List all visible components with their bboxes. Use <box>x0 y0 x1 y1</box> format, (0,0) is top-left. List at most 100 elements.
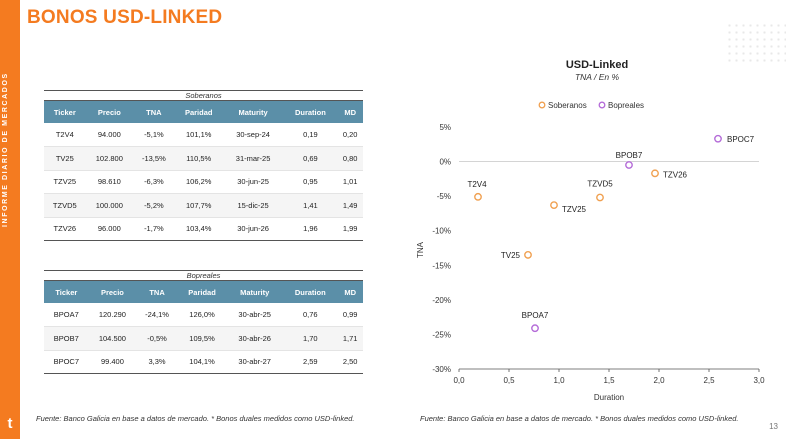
table-cell: 1,71 <box>337 326 363 351</box>
soberanos-table: Soberanos Ticker Precio TNA Paridad Maturity… <box>44 90 363 241</box>
table-cell: 1,41 <box>283 193 338 218</box>
table-cell: -1,7% <box>133 217 175 241</box>
table-cell: 99.400 <box>88 350 137 374</box>
column-header: Maturity <box>226 281 284 303</box>
table-cell: TZV26 <box>44 217 86 241</box>
x-tick-label: 0,0 <box>453 376 465 385</box>
table-cell: 104,1% <box>177 350 227 374</box>
chart-subtitle: TNA / En % <box>575 72 620 82</box>
data-point <box>524 251 532 259</box>
table-cell: 3,3% <box>136 350 178 374</box>
side-bar <box>0 0 20 439</box>
table-row: T2V4 94.000 -5,1% 101,1% 30-sep-24 0,19 0,20 <box>44 123 363 147</box>
brand-logo: t <box>7 415 13 432</box>
side-bar-label: INFORME DIARIO DE MERCADOS <box>2 72 9 228</box>
chart-title: USD-Linked <box>566 59 628 71</box>
point-label: TZV26 <box>663 170 688 179</box>
table-cell: 0,99 <box>337 303 363 327</box>
table-cell: 1,49 <box>337 193 363 218</box>
table-cell: 15-dic-25 <box>222 193 284 218</box>
table-cell: 107,7% <box>174 193 223 218</box>
x-tick-label: 2,5 <box>703 376 715 385</box>
point-label: BPOB7 <box>616 151 643 160</box>
point-label: TZVD5 <box>587 180 613 189</box>
table-cell: BPOB7 <box>44 326 89 351</box>
table-cell: BPOA7 <box>44 303 89 327</box>
table-cell: -5,2% <box>133 193 175 218</box>
chart-legend: Soberanos Bopreales <box>538 101 644 110</box>
table-cell: BPOC7 <box>44 350 89 374</box>
table-cell: -5,1% <box>133 123 175 147</box>
table-cell: 109,5% <box>177 326 227 351</box>
data-point <box>531 324 539 333</box>
table-cell: 100.000 <box>85 193 134 218</box>
table-cell: 103,4% <box>174 217 223 241</box>
footnote-chart: Fuente: Banco Galicia en base a datos de… <box>420 414 739 423</box>
table-cell: 94.000 <box>85 123 134 147</box>
y-tick-label: -10% <box>432 227 451 236</box>
table-cell: 2,59 <box>283 350 338 374</box>
column-header: Ticker <box>44 281 89 303</box>
x-tick-label: 2,0 <box>653 376 665 385</box>
table-cell: 30-jun-26 <box>222 217 284 241</box>
table-row: TZVD5 100.000 -5,2% 107,7% 15-dic-25 1,41 1,49 <box>44 193 363 218</box>
table-cell: 1,70 <box>283 326 338 351</box>
table-cell: 101,1% <box>174 123 223 147</box>
y-tick-label: -25% <box>432 330 451 339</box>
point-label: TZV25 <box>562 205 587 214</box>
table-cell: 104.500 <box>88 326 137 351</box>
plot-area: 5% 0% -5% -10% -15% -20% -25% -30%0,0 0,5 1,0 1,5 2… <box>432 123 765 385</box>
x-tick-label: 3,0 <box>753 376 765 385</box>
table-cell: 120.290 <box>88 303 137 327</box>
table-cell: -0,5% <box>136 326 178 351</box>
column-header: Maturity <box>222 101 284 123</box>
table-cell: TV25 <box>44 146 86 171</box>
point-label: T2V4 <box>467 180 487 189</box>
table-cell: -6,3% <box>133 170 175 194</box>
x-tick-label: 1,5 <box>603 376 615 385</box>
table-cell: 96.000 <box>85 217 134 241</box>
table-cell: 0,95 <box>283 170 338 194</box>
column-header: TNA <box>136 281 178 303</box>
table-cell: 30-abr-27 <box>226 350 284 374</box>
column-header: Precio <box>85 101 134 123</box>
table-cell: 30-jun-25 <box>222 170 284 194</box>
table-cell: 106,2% <box>174 170 223 194</box>
column-header: Paridad <box>174 101 223 123</box>
table-cell: 30-abr-25 <box>226 303 284 327</box>
table-row: BPOC7 99.400 3,3% 104,1% 30-abr-27 2,59 2,50 <box>44 350 363 374</box>
table-cell: 0,80 <box>337 146 363 171</box>
data-point <box>474 192 482 201</box>
page-number: 13 <box>769 422 778 431</box>
table-cell: -24,1% <box>136 303 178 327</box>
y-tick-label: -15% <box>432 261 451 270</box>
data-point <box>550 201 558 210</box>
column-header: Duration <box>283 101 338 123</box>
legend-marker <box>538 101 546 109</box>
point-label: BPOA7 <box>522 311 549 320</box>
table-cell: 1,01 <box>337 170 363 194</box>
column-header: TNA <box>133 101 175 123</box>
column-header: Ticker <box>44 101 86 123</box>
table-cell: TZVD5 <box>44 193 86 218</box>
page-title: BONOS USD-LINKED <box>27 7 223 28</box>
table-cell: 1,96 <box>283 217 338 241</box>
table-cell: T2V4 <box>44 123 86 147</box>
decorative-dots <box>726 22 786 62</box>
table-cell: 2,50 <box>337 350 363 374</box>
table-cell: TZV25 <box>44 170 86 194</box>
table-cell: 1,99 <box>337 217 363 241</box>
table-row: TV25 102.800 -13,5% 110,5% 31-mar-25 0,69 0,80 <box>44 146 363 171</box>
y-axis-label: TNA <box>416 241 425 258</box>
column-header: MD <box>337 101 363 123</box>
table-cell: 30-sep-24 <box>222 123 284 147</box>
table-cell: 0,20 <box>337 123 363 147</box>
table-cell: 30-abr-26 <box>226 326 284 351</box>
table-cell: 98.610 <box>85 170 134 194</box>
table-row: TZV26 96.000 -1,7% 103,4% 30-jun-26 1,96 1,99 <box>44 217 363 241</box>
y-tick-label: 0% <box>439 158 451 167</box>
table-cell: 0,19 <box>283 123 338 147</box>
point-label: BPOC7 <box>727 135 755 144</box>
column-header: Precio <box>88 281 137 303</box>
legend-marker <box>598 101 606 109</box>
